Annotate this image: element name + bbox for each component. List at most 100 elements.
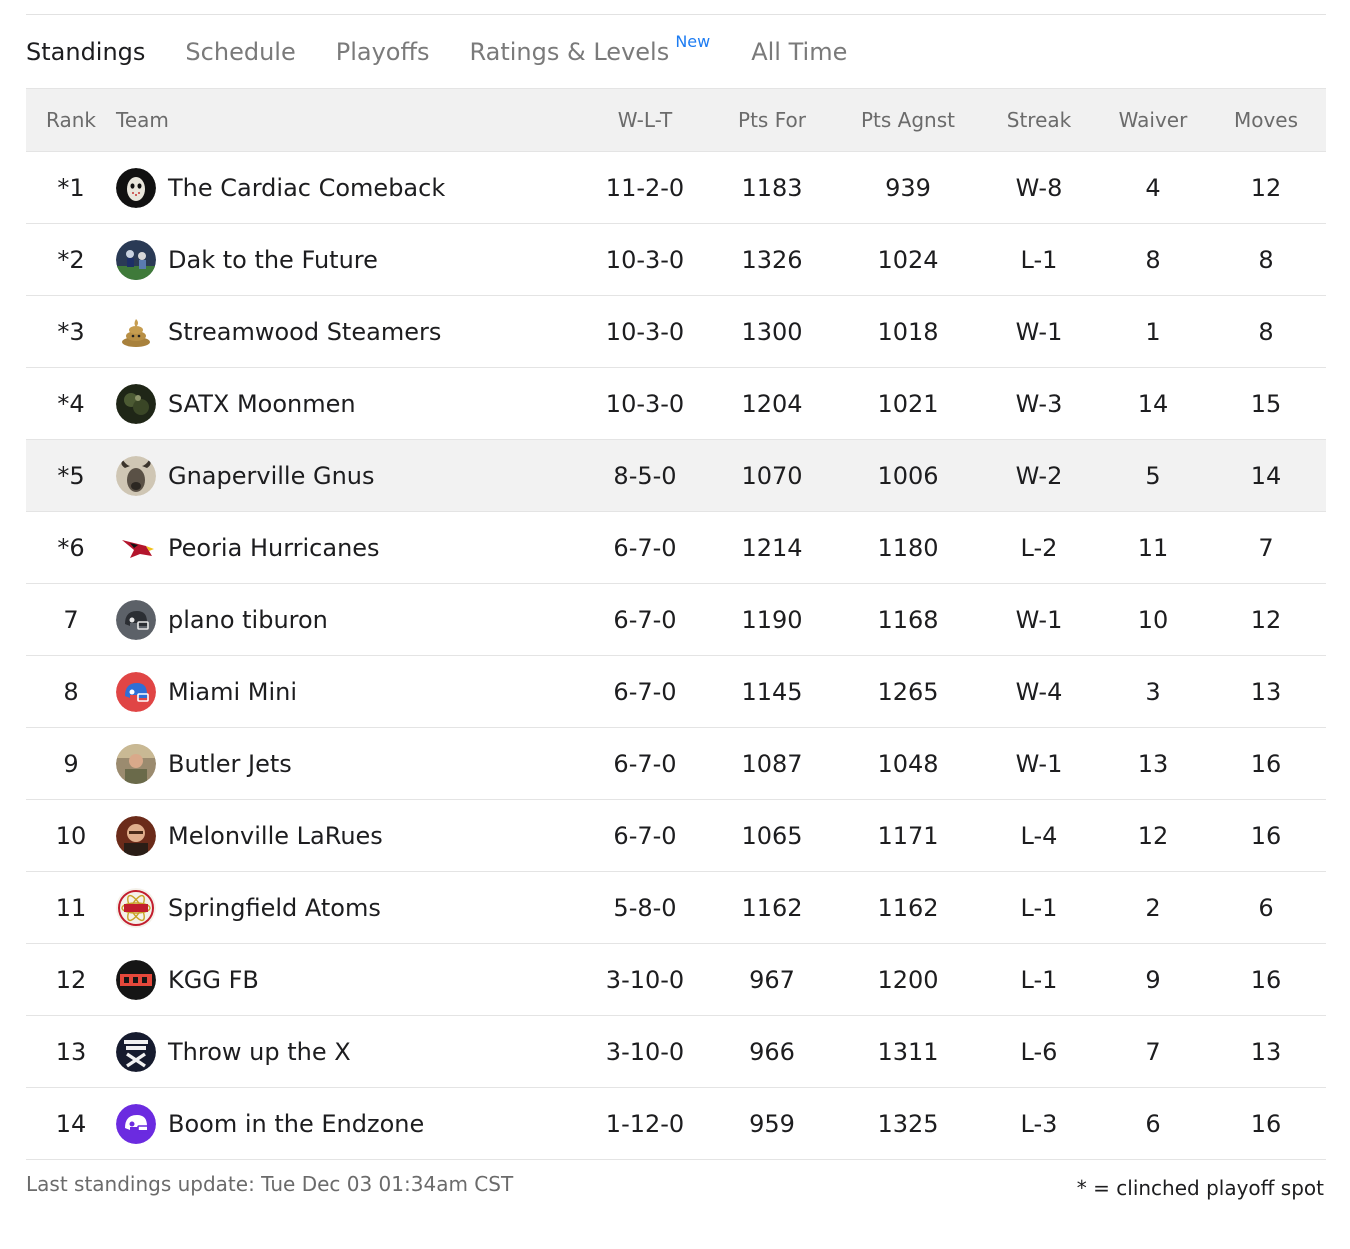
cell-rank: *5 (57, 461, 85, 490)
team-name-link[interactable]: Peoria Hurricanes (168, 533, 380, 562)
team-cell: Springfield Atoms (116, 887, 584, 928)
tab-playoffs[interactable]: Playoffs (335, 38, 430, 66)
team-name-link[interactable]: The Cardiac Comeback (168, 173, 446, 202)
team-name-link[interactable]: Throw up the X (168, 1037, 351, 1066)
tab-ratings-levels[interactable]: Ratings & Levels New (470, 32, 711, 66)
team-cell: Dak to the Future (116, 239, 584, 280)
header-streak[interactable]: Streak (978, 88, 1100, 152)
header-pts-agnst[interactable]: Pts Agnst (838, 88, 978, 152)
cell-streak: L-1 (1020, 893, 1058, 922)
cell-waiver: 1 (1145, 317, 1161, 346)
team-name-link[interactable]: Gnaperville Gnus (168, 461, 375, 490)
cell-moves: 7 (1258, 533, 1274, 562)
poop-logo-icon[interactable] (116, 311, 156, 352)
team-cell: Peoria Hurricanes (116, 527, 584, 568)
table-row: *3 Streamwood Steamers 10-3-0 1300 1018 W-1 1 8 (26, 296, 1326, 368)
table-row: 7 plano tiburon 6-7-0 1190 1168 W-1 10 12 (26, 584, 1326, 656)
tab-all-time[interactable]: All Time (751, 38, 848, 66)
red-helmet-logo-icon[interactable] (116, 671, 156, 712)
person-photo-logo-icon[interactable] (116, 743, 156, 784)
cell-pts-for: 1162 (741, 893, 803, 922)
table-row: *1 The Cardiac Comeback 11-2-0 1183 939 W-8 4 1… (26, 152, 1326, 224)
new-badge: New (675, 32, 711, 51)
cell-moves: 16 (1250, 965, 1282, 994)
team-name-link[interactable]: Melonville LaRues (168, 821, 383, 850)
cell-pts-agnst: 1311 (877, 1037, 939, 1066)
cell-waiver: 2 (1145, 893, 1161, 922)
cell-pts-agnst: 1162 (877, 893, 939, 922)
cell-waiver: 6 (1145, 1109, 1161, 1138)
table-row: 8 Miami Mini 6-7-0 1145 1265 W-4 3 13 (26, 656, 1326, 728)
cell-waiver: 13 (1137, 749, 1169, 778)
cell-rank: 9 (63, 749, 79, 778)
cell-streak: W-1 (1015, 605, 1063, 634)
team-name-link[interactable]: Boom in the Endzone (168, 1109, 425, 1138)
portrait-photo-logo-icon[interactable] (116, 815, 156, 856)
football-photo-logo-icon[interactable] (116, 239, 156, 280)
header-moves[interactable]: Moves (1206, 88, 1326, 152)
cell-pts-for: 959 (749, 1109, 795, 1138)
atoms-logo-icon[interactable] (116, 887, 156, 928)
cell-team: Boom in the Endzone (116, 1088, 584, 1160)
team-name-link[interactable]: Streamwood Steamers (168, 317, 442, 346)
cell-streak: W-4 (1015, 677, 1063, 706)
team-name-link[interactable]: plano tiburon (168, 605, 328, 634)
cell-team: Throw up the X (116, 1016, 584, 1088)
cell-streak: L-6 (1020, 1037, 1058, 1066)
cell-waiver: 14 (1137, 389, 1169, 418)
cell-pts-agnst: 1180 (877, 533, 939, 562)
table-row: *6 Peoria Hurricanes 6-7-0 1214 1180 L-2 11 7 (26, 512, 1326, 584)
cell-team: Miami Mini (116, 656, 584, 728)
cell-moves: 15 (1250, 389, 1282, 418)
cell-wlt: 1-12-0 (605, 1109, 685, 1138)
team-cell: Streamwood Steamers (116, 311, 584, 352)
team-cell: Gnaperville Gnus (116, 455, 584, 496)
tab-standings[interactable]: Standings (26, 38, 146, 66)
header-rank[interactable]: Rank (26, 88, 116, 152)
team-cell: Boom in the Endzone (116, 1103, 584, 1144)
cell-rank: 13 (55, 1037, 87, 1066)
cell-pts-agnst: 1171 (877, 821, 939, 850)
hockey-mask-logo-icon[interactable] (116, 167, 156, 208)
cell-pts-agnst: 1018 (877, 317, 939, 346)
cell-wlt: 3-10-0 (605, 1037, 685, 1066)
moonmen-photo-logo-icon[interactable] (116, 383, 156, 424)
team-name-link[interactable]: Springfield Atoms (168, 893, 381, 922)
purple-helmet-logo-icon[interactable] (116, 1103, 156, 1144)
throw-up-the-x-logo-icon[interactable] (116, 1031, 156, 1072)
cell-rank: *6 (57, 533, 85, 562)
league-tabs: Standings Schedule Playoffs Ratings & Le… (26, 30, 887, 74)
cell-waiver: 9 (1145, 965, 1161, 994)
gnu-photo-logo-icon[interactable] (116, 455, 156, 496)
header-pts-for[interactable]: Pts For (706, 88, 838, 152)
team-name-link[interactable]: Miami Mini (168, 677, 298, 706)
cell-pts-agnst: 1265 (877, 677, 939, 706)
tab-schedule[interactable]: Schedule (185, 38, 296, 66)
clinched-legend: * = clinched playoff spot (1076, 1176, 1324, 1200)
cell-pts-agnst: 1200 (877, 965, 939, 994)
cell-waiver: 12 (1137, 821, 1169, 850)
cell-team: Springfield Atoms (116, 872, 584, 944)
cell-moves: 6 (1258, 893, 1274, 922)
cell-moves: 8 (1258, 317, 1274, 346)
cardinal-logo-icon[interactable] (116, 527, 156, 568)
kgg-logo-icon[interactable] (116, 959, 156, 1000)
team-name-link[interactable]: KGG FB (168, 965, 259, 994)
header-waiver[interactable]: Waiver (1100, 88, 1206, 152)
top-divider (26, 14, 1326, 15)
table-row: 12 KGG FB 3-10-0 967 1200 L-1 9 16 (26, 944, 1326, 1016)
cell-wlt: 6-7-0 (613, 533, 677, 562)
team-cell: Melonville LaRues (116, 815, 584, 856)
header-team[interactable]: Team (116, 88, 584, 152)
team-cell: Miami Mini (116, 671, 584, 712)
cell-moves: 12 (1250, 173, 1282, 202)
team-name-link[interactable]: Dak to the Future (168, 245, 378, 274)
header-wlt[interactable]: W-L-T (584, 88, 706, 152)
team-name-link[interactable]: SATX Moonmen (168, 389, 356, 418)
table-header-row: Rank Team W-L-T Pts For Pts Agnst Streak… (26, 88, 1326, 152)
cell-wlt: 6-7-0 (613, 749, 677, 778)
team-name-link[interactable]: Butler Jets (168, 749, 292, 778)
cell-wlt: 3-10-0 (605, 965, 685, 994)
cell-pts-for: 1190 (741, 605, 803, 634)
gray-helmet-logo-icon[interactable] (116, 599, 156, 640)
